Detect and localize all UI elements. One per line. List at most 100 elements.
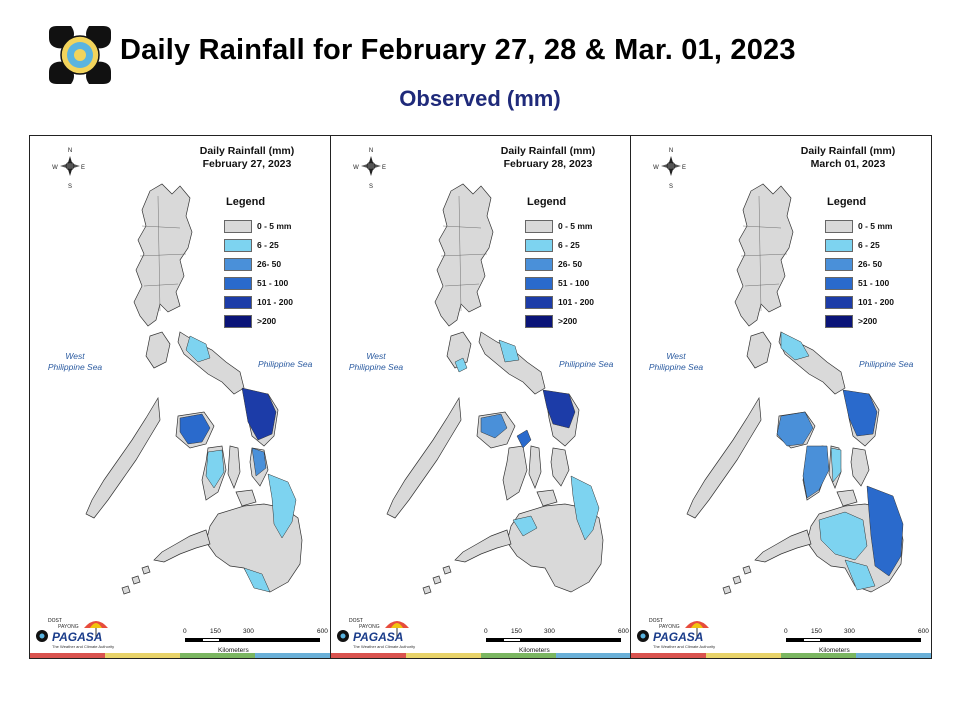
legend-swatch xyxy=(224,295,252,309)
legend-item: 101 - 200 xyxy=(825,295,894,309)
philippine-sea-label: Philippine Sea xyxy=(859,359,914,369)
strip-segment xyxy=(406,653,481,658)
color-strip xyxy=(30,653,330,658)
island-bicol xyxy=(478,331,546,395)
island-zamboanga xyxy=(153,529,211,563)
legend-item: 6 - 25 xyxy=(224,238,279,252)
legend-swatch xyxy=(525,238,553,252)
dost-text: DOST xyxy=(649,618,663,624)
legend-label: >200 xyxy=(558,316,578,326)
scale-tick-label: 300 xyxy=(243,628,254,635)
map-panel-feb27: N S W E Daily Rainfall (mm) February 27, 2023… xyxy=(29,135,331,659)
map-title-date: March 01, 2023 xyxy=(810,158,886,170)
island-bohol xyxy=(836,489,858,507)
west-sea-line2: Philippine Sea xyxy=(47,362,103,372)
scale-tick-label: 150 xyxy=(811,628,822,635)
compass-s: S xyxy=(369,184,373,190)
legend-item: >200 xyxy=(224,314,276,328)
island-mindoro xyxy=(145,331,171,369)
scale-tick-label: 0 xyxy=(484,628,488,635)
map-panel-mar01: N S W E Daily Rainfall (mm) March 01, 2023 Leg… xyxy=(630,135,932,659)
legend-item: 101 - 200 xyxy=(525,295,594,309)
island-bohol xyxy=(235,489,257,507)
legend-label: 6 - 25 xyxy=(858,240,880,250)
west-philippine-sea-label: West Philippine Sea xyxy=(636,351,716,373)
legend-label: 51 - 100 xyxy=(257,278,289,288)
legend-swatch xyxy=(825,219,853,233)
island-sulu xyxy=(722,565,752,595)
rain-zone xyxy=(830,447,842,483)
pagasa-tagline: The Weather and Climate Authority xyxy=(653,644,716,649)
dost-text: DOST xyxy=(48,618,62,624)
island-cebu xyxy=(528,445,542,489)
legend-item: 101 - 200 xyxy=(224,295,293,309)
west-sea-line1: West xyxy=(666,351,686,361)
island-leyte xyxy=(850,447,870,487)
island-bicol xyxy=(177,331,245,395)
compass-w: W xyxy=(52,165,58,171)
legend-label: 26- 50 xyxy=(257,259,282,269)
west-sea-line1: West xyxy=(65,351,85,361)
legend-title: Legend xyxy=(527,196,567,208)
legend-label: 101 - 200 xyxy=(257,297,293,307)
scale-tick-label: 0 xyxy=(183,628,187,635)
rain-zone xyxy=(866,485,904,577)
strip-segment xyxy=(556,653,631,658)
scale-segment xyxy=(486,638,503,642)
pagasa-tagline: The Weather and Climate Authority xyxy=(52,644,115,649)
compass-rose-icon: N S W E xyxy=(353,148,386,190)
legend-label: 26- 50 xyxy=(858,259,883,269)
philippine-sea-label: Philippine Sea xyxy=(258,359,313,369)
scale-unit: Kilometers xyxy=(819,647,850,654)
scale-bar: 0 150 300 600 Kilometers xyxy=(180,628,328,654)
province-lines xyxy=(740,195,788,312)
scale-segment xyxy=(185,638,202,642)
island-palawan xyxy=(85,396,161,519)
legend-label: 51 - 100 xyxy=(858,278,890,288)
scale-segment xyxy=(847,638,921,642)
rain-zone xyxy=(179,413,211,445)
philippines-map: N S W E xyxy=(653,148,904,595)
compass-e: E xyxy=(382,165,386,171)
west-sea-line1: West xyxy=(366,351,386,361)
legend-item: 51 - 100 xyxy=(825,276,889,290)
philippines-map: N S W E xyxy=(353,148,604,595)
legend-swatch xyxy=(224,219,252,233)
strip-segment xyxy=(481,653,556,658)
scale-segment xyxy=(503,638,521,642)
scale-tick-label: 300 xyxy=(844,628,855,635)
color-strip xyxy=(331,653,631,658)
legend-item: >200 xyxy=(825,314,877,328)
rain-zone xyxy=(818,511,868,561)
province-lines xyxy=(440,195,488,312)
rain-zone xyxy=(480,413,508,439)
legend-item: 0 - 5 mm xyxy=(825,219,893,233)
scale-segment xyxy=(803,638,821,642)
scale-segment xyxy=(547,638,621,642)
strip-segment xyxy=(331,653,406,658)
legend-swatch xyxy=(224,257,252,271)
rain-zone xyxy=(251,447,267,477)
legend-label: >200 xyxy=(257,316,277,326)
legend-item: >200 xyxy=(525,314,577,328)
pagasa-wordmark: PAGASA xyxy=(353,630,404,644)
scale-segment xyxy=(202,638,220,642)
legend-item: 0 - 5 mm xyxy=(525,219,593,233)
strip-segment xyxy=(105,653,180,658)
rain-zone xyxy=(512,515,538,537)
island-zamboanga xyxy=(454,529,512,563)
west-sea-line2: Philippine Sea xyxy=(648,362,704,372)
payong-text: PAYONG xyxy=(359,624,380,630)
scale-tick-label: 600 xyxy=(317,628,328,635)
scale-segment xyxy=(821,638,847,642)
map-title-line1: Daily Rainfall (mm) xyxy=(500,145,596,157)
legend-swatch xyxy=(825,295,853,309)
legend-label: 101 - 200 xyxy=(858,297,894,307)
legend-swatch xyxy=(825,276,853,290)
legend-item: 51 - 100 xyxy=(224,276,288,290)
scale-tick-label: 150 xyxy=(511,628,522,635)
legend-swatch xyxy=(525,314,553,328)
rain-zone xyxy=(498,339,520,363)
legend-item: 6 - 25 xyxy=(825,238,880,252)
